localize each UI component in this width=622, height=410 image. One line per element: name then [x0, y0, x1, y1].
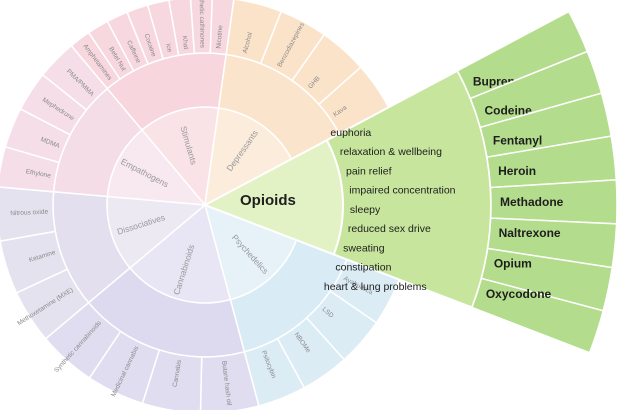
effect-label: pain relief [346, 165, 392, 177]
effect-label: constipation [335, 262, 391, 274]
drug-label: Opium [494, 257, 532, 271]
category-label: Opioids [240, 192, 296, 209]
effect-label: heart & lung problems [324, 281, 427, 293]
drug-label: Nicotine [215, 25, 224, 49]
effect-label: relaxation & wellbeing [340, 146, 442, 158]
drug-label: Cannabis [172, 359, 184, 388]
drug-label: Naltrexone [499, 226, 561, 240]
effect-label: sleepy [350, 204, 381, 216]
effect-label: sweating [343, 242, 385, 254]
drug-label: Ice [164, 43, 173, 53]
drug-label: Khat [181, 35, 190, 49]
drug-label: Heroin [498, 164, 536, 178]
drug-label: Fentanyl [493, 133, 542, 147]
drug-label: Synthetic cathinones [197, 0, 205, 49]
drug-label: Nitrous oxide [10, 209, 49, 218]
effect-label: impaired concentration [349, 185, 455, 197]
drug-label: Oxycodone [486, 287, 552, 301]
effect-label: euphoria [330, 127, 371, 139]
drug-label: Codeine [484, 103, 532, 117]
drug-label: Ethylone [25, 168, 52, 180]
effect-label: reduced sex drive [348, 223, 431, 235]
drug-sector[interactable] [471, 277, 605, 354]
drug-label: Methadone [500, 195, 564, 209]
